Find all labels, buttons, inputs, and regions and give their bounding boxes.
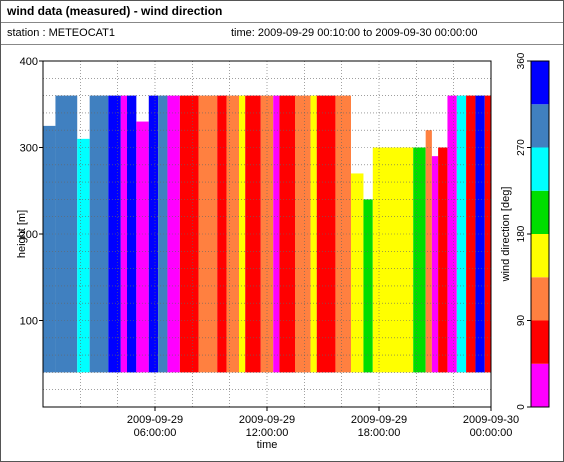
- colorbar-bin: [531, 190, 549, 234]
- x-axis: 2009-09-2906:00:002009-09-2912:00:002009…: [127, 407, 519, 439]
- heatmap-cell: [425, 130, 432, 373]
- header-divider: [1, 22, 563, 23]
- colorbar-bin: [531, 61, 549, 105]
- heatmap-cell: [475, 95, 485, 373]
- colorbar-tick-label: 0: [516, 404, 527, 410]
- heatmap-cell: [158, 95, 168, 373]
- heatmap-cell: [89, 95, 109, 373]
- x-tick-label-date: 2009-09-29: [239, 414, 295, 426]
- heatmap-cell: [198, 95, 218, 373]
- heatmap-cell: [466, 95, 476, 373]
- colorbar-bin: [531, 234, 549, 278]
- x-tick-label-date: 2009-09-29: [127, 414, 183, 426]
- heatmap-cell: [127, 95, 137, 373]
- colorbar-tick-label: 90: [516, 315, 527, 327]
- x-tick-label-date: 2009-09-30: [463, 414, 519, 426]
- heatmap-cell: [372, 147, 414, 373]
- heatmap-cell: [77, 138, 90, 373]
- y-axis: 100 200 300 400: [20, 56, 43, 328]
- heatmap-cell: [108, 95, 121, 373]
- heatmap-cell: [316, 95, 336, 373]
- y-tick-label: 200: [20, 229, 38, 241]
- heatmap-cell: [413, 147, 426, 373]
- x-axis-label: time: [257, 439, 278, 451]
- heatmap-cell: [148, 95, 159, 373]
- chart-title: wind data (measured) - wind direction: [7, 4, 223, 18]
- colorbar: 0 90 180 270 360: [516, 52, 550, 410]
- colorbar-bin: [531, 320, 549, 364]
- x-tick-label-time: 18:00:00: [358, 427, 401, 439]
- heatmap-cell: [351, 173, 364, 373]
- heatmap-cell: [136, 121, 149, 373]
- colorbar-bin: [531, 363, 549, 407]
- x-tick-label-date: 2009-09-29: [351, 414, 407, 426]
- heatmap-cell: [438, 147, 448, 373]
- time-range-label: time: 2009-09-29 00:10:00 to 2009-09-30 …: [231, 27, 478, 39]
- y-tick-label: 400: [20, 56, 38, 68]
- heatmap-cell: [217, 95, 227, 373]
- heatmap-cell: [456, 95, 467, 373]
- heatmap-cell: [363, 199, 373, 373]
- info-divider: [1, 44, 563, 45]
- heatmap-cell: [273, 95, 280, 373]
- heatmap-cell: [431, 156, 439, 373]
- heatmap-cell: [239, 95, 246, 373]
- heatmap-cell: [447, 95, 457, 373]
- grid-lines: [43, 61, 491, 407]
- y-tick-label: 100: [20, 316, 38, 328]
- colorbar-bin: [531, 104, 549, 148]
- colorbar-tick-label: 360: [516, 52, 527, 69]
- x-tick-label-time: 12:00:00: [246, 427, 289, 439]
- colorbar-label: wind direction [deg]: [500, 187, 512, 283]
- heatmap-cell: [120, 95, 127, 373]
- heatmap-cell: [260, 95, 274, 373]
- heatmap-cell: [43, 125, 56, 373]
- y-tick-label: 300: [20, 143, 38, 155]
- colorbar-bin: [531, 277, 549, 321]
- colorbar-bin: [531, 147, 549, 191]
- colorbar-tick-label: 180: [516, 225, 527, 242]
- heatmap-cell: [179, 95, 199, 373]
- heatmap-cell: [295, 95, 311, 373]
- x-tick-label-time: 00:00:00: [470, 427, 513, 439]
- heatmap-cell: [167, 95, 180, 373]
- y-axis-label: height [m]: [16, 210, 28, 258]
- x-tick-label-time: 06:00:00: [134, 427, 177, 439]
- colorbar-tick-label: 270: [516, 139, 527, 156]
- station-label: station : METEOCAT1: [7, 27, 115, 39]
- heatmap-cell: [55, 95, 78, 373]
